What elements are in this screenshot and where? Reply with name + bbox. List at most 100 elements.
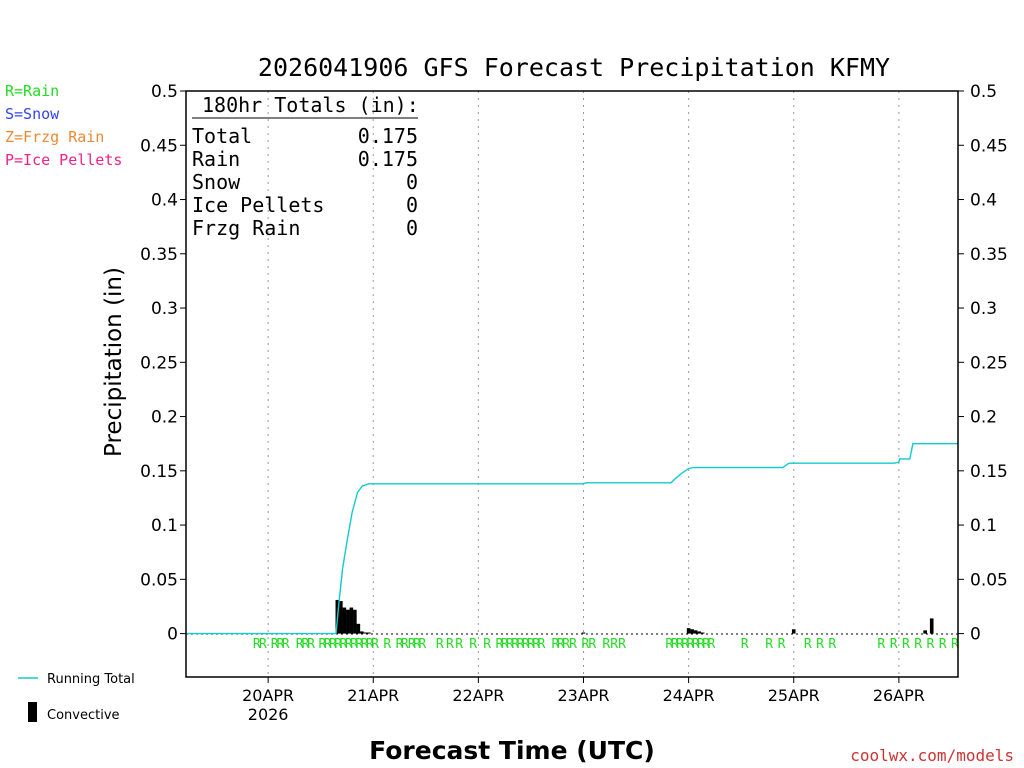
convective-bar xyxy=(929,618,934,634)
totals-row-value: 0 xyxy=(406,193,418,217)
precip-type-mark: R xyxy=(340,637,348,652)
precip-type-mark: R xyxy=(446,637,454,652)
precip-type-mark: R xyxy=(455,637,463,652)
precip-type-mark: R xyxy=(741,637,749,652)
precip-type-legend-entry: Z=Frzg Rain xyxy=(5,128,104,146)
convective-bar xyxy=(360,631,364,634)
convective-bar xyxy=(367,632,371,634)
precip-type-mark: R xyxy=(253,637,261,652)
y-tick-label-right: 0.15 xyxy=(970,462,1008,482)
x-tick-sublabel: 2026 xyxy=(248,705,289,724)
x-tick-label: 21APR xyxy=(347,686,399,705)
totals-row-value: 0.175 xyxy=(358,147,418,171)
precip-type-mark: R xyxy=(778,637,786,652)
totals-row-value: 0.175 xyxy=(358,124,418,148)
precip-type-mark: R xyxy=(371,637,379,652)
precip-type-mark: R xyxy=(914,637,922,652)
totals-row-label: Rain xyxy=(192,147,240,171)
precip-type-mark: R xyxy=(511,637,519,652)
plot-frame xyxy=(185,90,959,678)
precip-type-mark: R xyxy=(671,637,679,652)
convective-bar xyxy=(339,601,343,634)
precip-type-mark: R xyxy=(602,637,610,652)
convective-legend-label: Convective xyxy=(47,708,120,723)
y-tick-label-right: 0.4 xyxy=(970,191,997,211)
precip-type-mark: R xyxy=(329,637,337,652)
y-ticks-left: 0.5 0.45 0.4 0.35 0.3 0.25 0.2 0.15 0.1 0.05 0 xyxy=(140,82,186,645)
x-tick-label: 23APR xyxy=(557,686,609,705)
precip-type-mark: R xyxy=(350,637,358,652)
convective-bar xyxy=(349,607,354,634)
totals-row-label: Total xyxy=(192,124,252,148)
precip-type-mark: R xyxy=(506,637,514,652)
convective-bar xyxy=(356,623,361,634)
precip-type-legend-entry: R=Rain xyxy=(5,82,59,100)
totals-heading: 180hr Totals (in): xyxy=(202,93,419,117)
x-tick-label: 24APR xyxy=(663,686,715,705)
precip-type-mark: R xyxy=(951,637,959,652)
precip-type-mark: R xyxy=(618,637,626,652)
precip-type-mark: R xyxy=(681,637,689,652)
precip-type-mark: R xyxy=(271,637,279,652)
precip-type-mark: R xyxy=(588,637,596,652)
convective-bar xyxy=(700,632,705,634)
x-tick-label: 26APR xyxy=(873,686,925,705)
precip-type-mark: R xyxy=(307,637,315,652)
convective-bar xyxy=(342,607,347,634)
precip-type-mark: R xyxy=(282,637,290,652)
precip-type-mark: R xyxy=(557,637,565,652)
y-tick-label-left: 0.15 xyxy=(140,462,178,482)
y-tick-label-left: 0.25 xyxy=(140,353,178,373)
convective-bar xyxy=(353,609,357,634)
y-tick-label-right: 0.05 xyxy=(970,570,1008,590)
precip-type-mark: R xyxy=(686,637,694,652)
precip-type-mark: R xyxy=(334,637,342,652)
y-tick-label-right: 0.45 xyxy=(970,136,1008,156)
precip-type-mark: R xyxy=(610,637,618,652)
precip-type-mark: R xyxy=(877,637,885,652)
precip-type-mark: R xyxy=(538,637,546,652)
y-tick-label-left: 0.2 xyxy=(151,408,178,428)
y-tick-label-left: 0.45 xyxy=(140,136,178,156)
precip-type-mark: R xyxy=(676,637,684,652)
precip-type-mark: R xyxy=(276,637,284,652)
x-tick-label: 22APR xyxy=(452,686,504,705)
precip-type-mark: R xyxy=(804,637,812,652)
precip-type-mark: R xyxy=(697,637,705,652)
convective-bar xyxy=(791,629,796,634)
precip-type-mark: R xyxy=(939,637,947,652)
precip-type-legend: R=Rain S=Snow Z=Frzg Rain P=Ice Pellets xyxy=(5,82,122,169)
y-tick-label-right: 0.2 xyxy=(970,408,997,428)
precip-type-mark: R xyxy=(522,637,530,652)
precip-type-mark: R xyxy=(469,637,477,652)
precip-type-mark: R xyxy=(413,637,421,652)
convective-bar xyxy=(346,609,350,634)
totals-row-label: Frzg Rain xyxy=(192,216,300,240)
precip-type-mark: R xyxy=(926,637,934,652)
precip-type-mark: R xyxy=(401,637,409,652)
y-tick-label-left: 0 xyxy=(167,625,178,645)
precip-type-mark: R xyxy=(552,637,560,652)
precip-type-legend-entry: S=Snow xyxy=(5,105,60,123)
precip-type-mark: R xyxy=(665,637,673,652)
x-gridlines xyxy=(267,91,900,677)
precip-type-mark: R xyxy=(702,637,710,652)
convective-bars xyxy=(335,599,934,634)
precip-type-mark: R xyxy=(495,637,503,652)
precip-type-mark: R xyxy=(816,637,824,652)
precip-type-mark: R xyxy=(418,637,426,652)
y-tick-label-left: 0.05 xyxy=(140,570,178,590)
y-axis-label: Precipitation (in) xyxy=(101,267,127,457)
y-tick-label-right: 0.3 xyxy=(970,299,997,319)
x-tick-label: 25APR xyxy=(768,686,820,705)
totals-row-label: Ice Pellets xyxy=(192,193,324,217)
y-tick-label-right: 0.1 xyxy=(970,516,997,536)
convective-legend-swatch xyxy=(28,702,37,722)
precip-type-mark: R xyxy=(259,637,267,652)
precip-type-mark: R xyxy=(581,637,589,652)
convective-bar xyxy=(690,629,694,634)
totals-row-label: Snow xyxy=(192,170,241,194)
running-total-legend-label: Running Total xyxy=(47,672,135,687)
convective-bar xyxy=(363,632,368,634)
